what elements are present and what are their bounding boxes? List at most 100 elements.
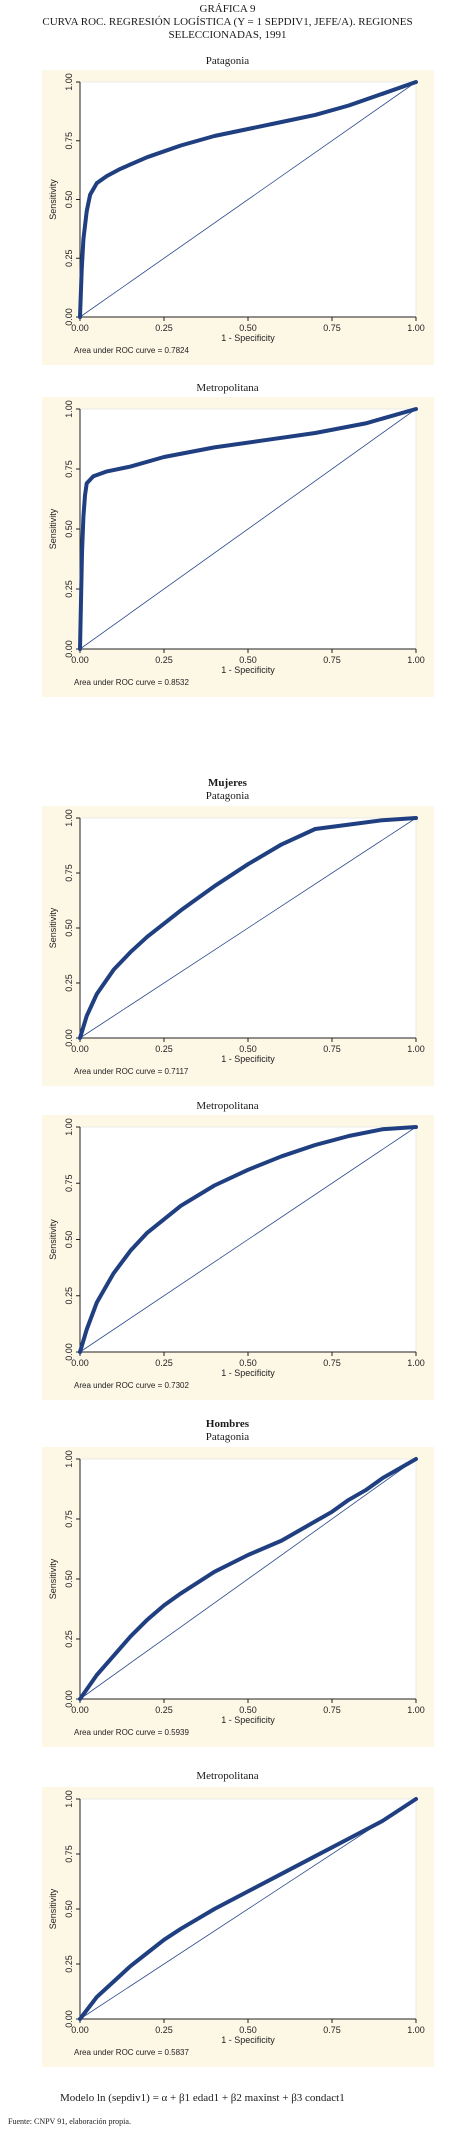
x-tick-label: 1.00 [407,323,425,333]
y-axis-label: Sensitivity [48,907,58,948]
x-tick-label: 0.00 [71,655,89,665]
y-axis-label: Sensitivity [48,508,58,549]
roc-curve [78,1125,418,1354]
x-tick-label: 0.50 [239,655,257,665]
x-tick-label: 0.50 [239,1358,257,1368]
roc-curve [78,407,418,651]
roc-chart-2: 0.00 0.25 0.50 0.75 1.00 0.00 0.25 0.50 0.75 1.00… [48,400,425,687]
roc-curve [78,1797,418,2021]
x-tick-label: 1.00 [407,1044,425,1054]
roc-curve [78,1457,418,1701]
x-axis-label: 1 - Specificity [221,1715,275,1725]
x-tick-label: 0.75 [323,655,341,665]
chart-title-patagonia-3: Patagonia [205,1431,250,1443]
x-tick-label: 0.75 [323,2025,341,2035]
chart-title-metropolitana-2: Metropolitana [196,1100,259,1112]
y-tick-label: 0.50 [64,1900,74,1918]
x-tick-label: 0.25 [155,323,173,333]
reference-line [79,1458,417,1700]
x-tick-label: 0.00 [71,323,89,333]
roc-chart-4: 0.00 0.25 0.50 0.75 1.00 0.00 0.25 0.50 0.75 1.00… [48,1118,425,1390]
roc-chart-3: 0.00 0.25 0.50 0.75 1.00 0.00 0.25 0.50 0.75 1.00… [48,809,425,1076]
y-tick-label: 0.00 [64,2010,74,2028]
y-tick-label: 0.75 [64,864,74,882]
x-tick-label: 1.00 [407,1705,425,1715]
x-axis-label: 1 - Specificity [221,2035,275,2045]
y-tick-label: 0.25 [64,580,74,598]
y-tick-label: 1.00 [64,1118,74,1136]
roc-chart-5: 0.00 0.25 0.50 0.75 1.00 0.00 0.25 0.50 0.75 1.00… [48,1450,425,1737]
x-tick-label: 0.50 [239,1705,257,1715]
y-tick-label: 0.50 [64,1231,74,1249]
auc-label: Area under ROC curve = 0.7302 [74,1381,190,1390]
x-tick-label: 0.75 [323,1044,341,1054]
x-axis-label: 1 - Specificity [221,665,275,675]
auc-label: Area under ROC curve = 0.7824 [74,346,190,355]
x-tick-label: 0.25 [155,1044,173,1054]
x-tick-label: 1.00 [407,655,425,665]
y-tick-label: 0.00 [64,1029,74,1047]
y-tick-label: 0.00 [64,308,74,326]
x-tick-label: 0.75 [323,1358,341,1368]
y-tick-label: 0.75 [64,1174,74,1192]
reference-line [79,817,417,1039]
reference-line [79,81,417,318]
reference-line [79,1126,417,1353]
x-tick-label: 0.50 [239,1044,257,1054]
x-tick-label: 1.00 [407,2025,425,2035]
x-tick-label: 0.25 [155,1358,173,1368]
y-tick-label: 1.00 [64,1450,74,1468]
auc-label: Area under ROC curve = 0.5837 [74,2048,190,2057]
roc-chart-6: 0.00 0.25 0.50 0.75 1.00 0.00 0.25 0.50 0.75 1.00… [48,1790,425,2057]
y-tick-label: 0.50 [64,1570,74,1588]
auc-label: Area under ROC curve = 0.7117 [74,1067,189,1076]
y-axis-label: Sensitivity [48,1219,58,1260]
chart-title-patagonia-1: Patagonia [205,55,250,67]
group-label-hombres: Hombres [205,1418,250,1430]
x-tick-label: 0.00 [71,1358,89,1368]
y-axis-label: Sensitivity [48,1888,58,1929]
roc-chart-1: 0.00 0.25 0.50 0.75 1.00 0.00 0.25 0.50 0.75 1.00… [48,73,425,355]
y-axis-label: Sensitivity [48,179,58,220]
x-axis-label: 1 - Specificity [221,1054,275,1064]
y-tick-label: 0.75 [64,460,74,478]
group-label-mujeres: Mujeres [208,777,247,789]
x-tick-label: 0.00 [71,1705,89,1715]
y-tick-label: 1.00 [64,809,74,827]
y-tick-label: 0.25 [64,249,74,267]
x-tick-label: 0.00 [71,2025,89,2035]
chart-title-metropolitana-1: Metropolitana [196,382,259,394]
chart-title-metropolitana-3: Metropolitana [196,1770,259,1782]
x-tick-label: 0.75 [323,1705,341,1715]
source-note: Fuente: CNPV 91, elaboración propia. [8,2117,131,2126]
x-tick-label: 0.25 [155,655,173,665]
x-tick-label: 0.25 [155,1705,173,1715]
x-tick-label: 0.75 [323,323,341,333]
roc-panel-5: 0.00 0.25 0.50 0.75 1.00 0.00 0.25 0.50 0.75 1.00… [42,1447,434,1747]
x-tick-label: 1.00 [407,1358,425,1368]
figure-title-line1: CURVA ROC. REGRESIÓN LOGÍSTICA (Y = 1 SE… [42,16,413,28]
y-tick-label: 0.00 [64,1690,74,1708]
y-tick-label: 0.25 [64,1955,74,1973]
roc-panel-1: 0.00 0.25 0.50 0.75 1.00 0.00 0.25 0.50 0.75 1.00… [42,70,434,365]
y-axis-label: Sensitivity [48,1558,58,1599]
y-tick-label: 0.75 [64,132,74,150]
y-tick-label: 0.75 [64,1510,74,1528]
y-tick-label: 1.00 [64,1790,74,1808]
y-tick-label: 0.50 [64,919,74,937]
roc-panel-3: 0.00 0.25 0.50 0.75 1.00 0.00 0.25 0.50 0.75 1.00… [42,806,434,1086]
roc-panel-2: 0.00 0.25 0.50 0.75 1.00 0.00 0.25 0.50 0.75 1.00… [42,397,434,697]
y-tick-label: 1.00 [64,400,74,418]
y-tick-label: 0.50 [64,520,74,538]
x-axis-label: 1 - Specificity [221,1368,275,1378]
y-tick-label: 0.25 [64,1630,74,1648]
figure-header: GRÁFICA 9 CURVA ROC. REGRESIÓN LOGÍSTICA… [0,3,455,42]
roc-panel-4: 0.00 0.25 0.50 0.75 1.00 0.00 0.25 0.50 0.75 1.00… [42,1115,434,1400]
model-equation: Modelo ln (sepdiv1) = α + β1 edad1 + β2 … [60,2092,345,2104]
y-tick-label: 0.00 [64,640,74,658]
reference-line [79,1798,417,2020]
x-tick-label: 0.50 [239,323,257,333]
reference-line [79,408,417,650]
y-tick-label: 0.00 [64,1343,74,1361]
auc-label: Area under ROC curve = 0.5939 [74,1728,190,1737]
